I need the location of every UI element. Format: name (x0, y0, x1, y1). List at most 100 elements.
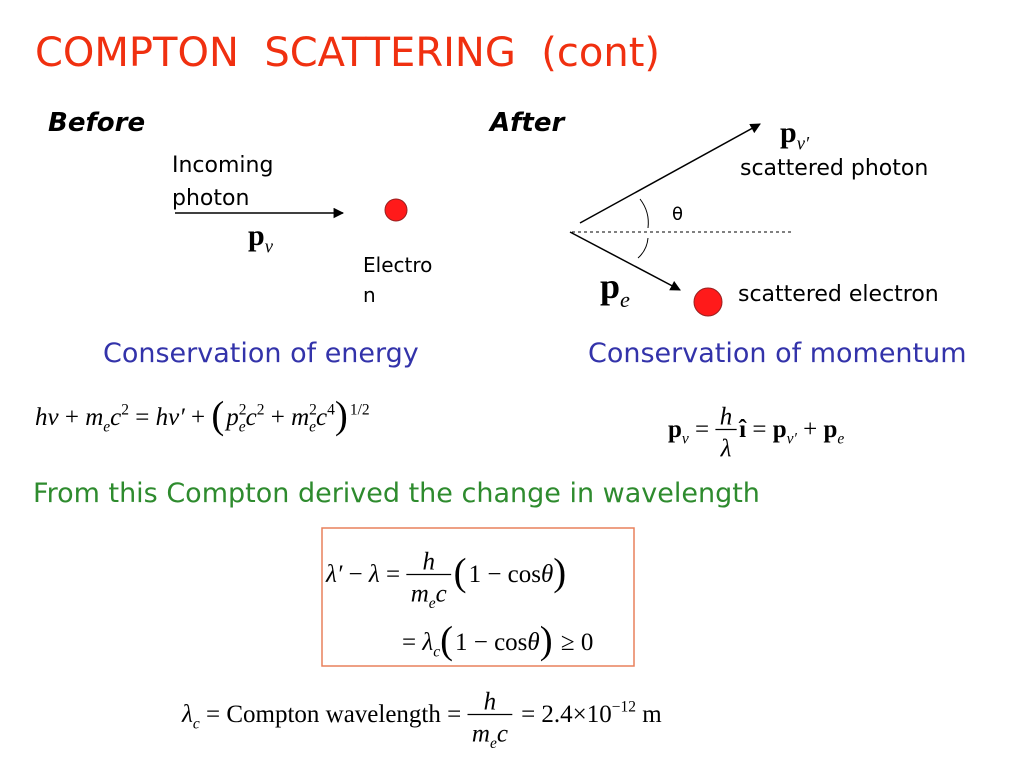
math-glyph: Compton wavelength (226, 701, 441, 728)
numerator: h (484, 689, 497, 716)
math-glyph: θ (541, 561, 553, 588)
math-glyph: e (837, 430, 844, 447)
math-glyph: −12 (612, 699, 636, 716)
math-glyph: θ (527, 629, 539, 656)
after-heading: After (488, 108, 566, 138)
math-glyph: p (668, 416, 682, 443)
math-glyph: e (309, 418, 316, 435)
math-glyph: + (185, 404, 212, 431)
math-glyph: ν′ (168, 404, 185, 431)
math-glyph: c (110, 404, 121, 431)
wavelength-shift-equation: = λ c(1 − cos θ) ≥ 0 (402, 619, 593, 662)
math-glyph: p (600, 266, 620, 306)
math-glyph: ) (540, 619, 553, 662)
math-glyph: c (497, 721, 508, 748)
math-glyph: 4 (327, 402, 335, 419)
math-glyph: î (738, 416, 747, 443)
incoming-label: photon (172, 186, 249, 211)
math-glyph: λ (368, 561, 380, 588)
angle-label: θ (672, 204, 683, 225)
math-glyph: m (291, 404, 309, 431)
math-glyph: c (436, 581, 447, 608)
slide-title: COMPTON SCATTERING (cont) (35, 30, 660, 76)
math-glyph: + (797, 416, 824, 443)
fraction: hm e c (406, 549, 452, 612)
electron-label: scattered electron (738, 282, 939, 307)
math-glyph: p (224, 404, 239, 431)
result-box (321, 527, 635, 667)
math-glyph: λ (421, 629, 433, 656)
math-glyph: λ (181, 701, 193, 728)
math-glyph: = (441, 701, 468, 728)
math-glyph: ν′ (797, 134, 810, 155)
electron-arrow (569, 231, 681, 291)
incoming-label: Incoming (172, 153, 273, 178)
electron (693, 287, 723, 317)
math-glyph: 2 (257, 402, 265, 419)
math-glyph: c (193, 715, 200, 732)
math-glyph: ν (682, 430, 689, 447)
section-heading: Conservation of momentum (588, 338, 967, 369)
math-glyph: e (429, 595, 436, 612)
math-glyph: ( (440, 619, 453, 662)
math-glyph: h (35, 404, 48, 431)
math-glyph: e (620, 287, 630, 312)
angle-arc (639, 198, 649, 229)
math-glyph: ν (265, 237, 274, 258)
fraction: h m e c (467, 689, 513, 752)
photon-momentum: p ν′ (780, 116, 810, 155)
math-glyph: = (380, 561, 407, 588)
math-glyph: 2 (121, 402, 129, 419)
math-glyph: = (402, 629, 422, 656)
math-glyph: = 2.4×10 (515, 701, 612, 728)
math-glyph: e (103, 418, 110, 435)
math-glyph: m (85, 404, 103, 431)
math-glyph: ) (553, 551, 566, 594)
wavelength-shift-equation: λ′ − λ = hm e c(1 − cos θ) (325, 549, 566, 612)
math-glyph: m (636, 701, 662, 728)
math-glyph: p (780, 116, 797, 149)
electron-label: n (363, 283, 376, 307)
math-glyph: 2 (239, 402, 247, 419)
math-glyph: = (200, 701, 227, 728)
derivation-text: From this Compton derived the change in … (33, 478, 760, 509)
numerator: h (720, 404, 733, 431)
numerator: h (423, 549, 436, 576)
math-glyph: 2 (309, 402, 317, 419)
angle-arc (637, 237, 649, 259)
math-glyph: 1 − cos (455, 629, 527, 656)
math-glyph: p (248, 219, 265, 252)
math-glyph: 1/2 (350, 402, 370, 419)
math-glyph: h (156, 404, 169, 431)
math-glyph: = (689, 416, 716, 443)
electron (384, 198, 408, 222)
math-glyph: c (316, 404, 327, 431)
math-glyph: ν′ (787, 430, 798, 447)
math-glyph: λ (720, 436, 732, 463)
math-glyph: ≥ 0 (555, 629, 594, 656)
math-glyph: − (342, 561, 369, 588)
math-glyph: 1 − cos (469, 561, 541, 588)
math-glyph: m (472, 721, 490, 748)
before-heading: Before (48, 108, 145, 138)
math-glyph: c (246, 404, 257, 431)
math-glyph: + (264, 404, 291, 431)
denominator: λ (720, 436, 732, 463)
math-glyph: p (773, 416, 787, 443)
math-glyph: λ′ (325, 561, 343, 588)
math-glyph: m (411, 581, 429, 608)
section-heading: Conservation of energy (103, 338, 419, 369)
math-glyph: h (720, 404, 733, 431)
math-glyph: ) (335, 394, 348, 437)
math-glyph: h (423, 549, 436, 576)
math-glyph: e (239, 418, 246, 435)
math-glyph: = (129, 404, 156, 431)
